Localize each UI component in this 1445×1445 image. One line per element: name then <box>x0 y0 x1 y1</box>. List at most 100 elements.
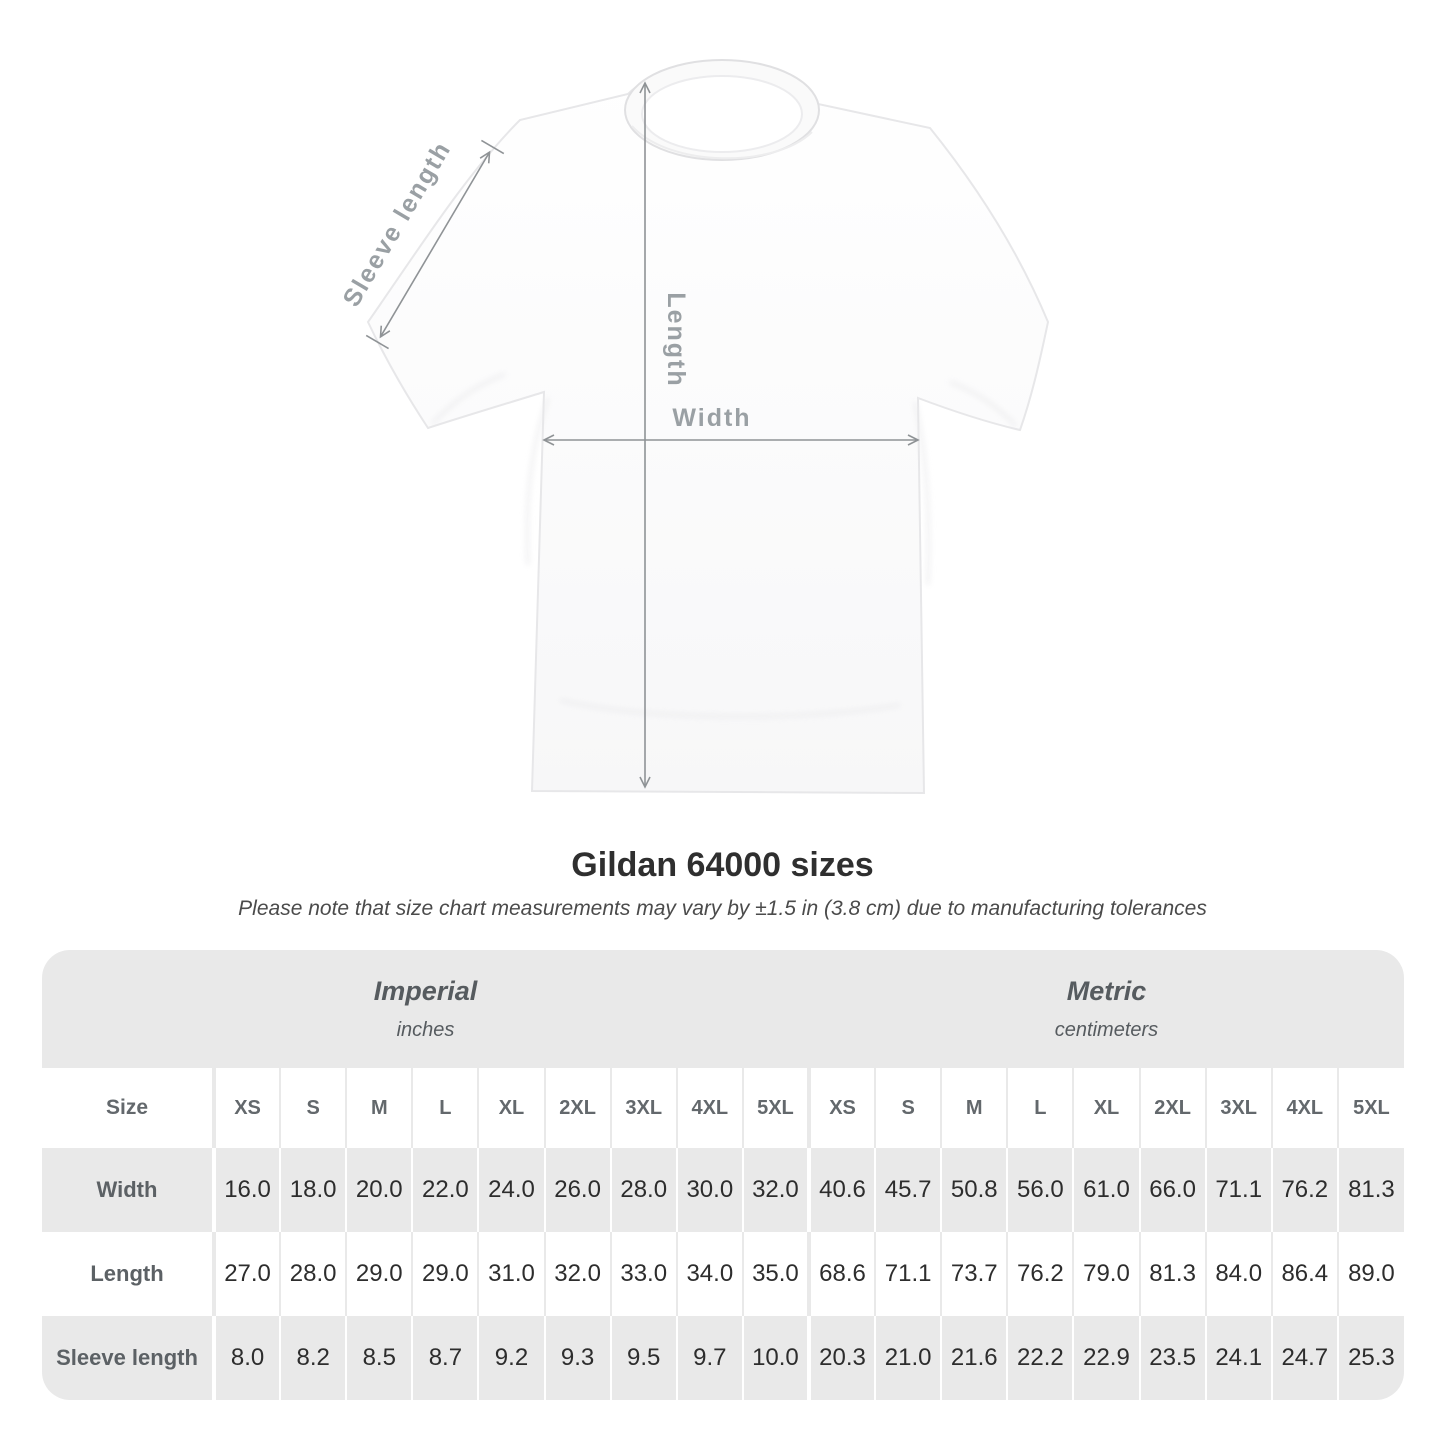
width-imperial-m: 20.0 <box>345 1148 413 1232</box>
imperial-group-header: Imperial inches <box>42 950 809 1068</box>
length-metric-4xl: 86.4 <box>1270 1232 1338 1316</box>
size-col-metric-xs: XS <box>806 1068 876 1148</box>
size-col-metric-3xl: 3XL <box>1204 1068 1272 1148</box>
length-metric-s: 71.1 <box>874 1232 942 1316</box>
length-imperial-s: 28.0 <box>279 1232 347 1316</box>
size-col-imperial-5xl: 5XL <box>741 1068 809 1148</box>
tolerance-note: Please note that size chart measurements… <box>238 897 1207 920</box>
length-metric-xl: 79.0 <box>1072 1232 1140 1316</box>
imperial-label: Imperial <box>373 976 478 1006</box>
page-title: Gildan 64000 sizes <box>571 846 874 884</box>
sleeve-arrow-end-tick-top <box>480 139 505 155</box>
row-label-width: Width <box>42 1148 214 1232</box>
sleeve-metric-s: 21.0 <box>874 1316 942 1400</box>
width-imperial-l: 22.0 <box>411 1148 479 1232</box>
size-col-metric-m: M <box>940 1068 1008 1148</box>
fabric-shading <box>430 372 1018 718</box>
width-imperial-xs: 16.0 <box>211 1148 281 1232</box>
width-metric-s: 45.7 <box>874 1148 942 1232</box>
size-header-row: Size XS S M L XL 2XL 3XL 4XL 5XL XS S M … <box>42 1068 1404 1148</box>
sleeve-metric-xs: 20.3 <box>806 1316 876 1400</box>
length-imperial-m: 29.0 <box>345 1232 413 1316</box>
length-imperial-2xl: 32.0 <box>543 1232 611 1316</box>
sleeve-metric-m: 21.6 <box>940 1316 1008 1400</box>
sleeve-imperial-4xl: 9.7 <box>675 1316 743 1400</box>
metric-unit-label: centimeters <box>1054 1019 1159 1041</box>
row-label-length: Length <box>42 1232 214 1316</box>
sleeve-imperial-m: 8.5 <box>345 1316 413 1400</box>
size-col-metric-2xl: 2XL <box>1138 1068 1206 1148</box>
sleeve-metric-l: 22.2 <box>1006 1316 1074 1400</box>
length-metric-l: 76.2 <box>1006 1232 1074 1316</box>
width-metric-xs: 40.6 <box>806 1148 876 1232</box>
tshirt-silhouette <box>366 59 1050 795</box>
size-header: Size <box>42 1068 214 1148</box>
length-imperial-5xl: 35.0 <box>741 1232 809 1316</box>
length-metric-3xl: 84.0 <box>1204 1232 1272 1316</box>
width-metric-3xl: 71.1 <box>1204 1148 1272 1232</box>
metric-group-header: Metric centimeters <box>808 950 1404 1068</box>
sleeve-length-arrow <box>379 150 491 339</box>
measurement-arrows <box>365 81 920 789</box>
length-imperial-l: 29.0 <box>411 1232 479 1316</box>
sleeve-metric-3xl: 24.1 <box>1204 1316 1272 1400</box>
imperial-unit-label: inches <box>396 1019 455 1041</box>
width-arrow-label: Width <box>672 404 751 432</box>
width-imperial-2xl: 26.0 <box>543 1148 611 1232</box>
length-metric-2xl: 81.3 <box>1138 1232 1206 1316</box>
length-row: Length 27.0 28.0 29.0 29.0 31.0 32.0 33.… <box>42 1232 1404 1316</box>
width-metric-l: 56.0 <box>1006 1148 1074 1232</box>
length-metric-m: 73.7 <box>940 1232 1008 1316</box>
length-imperial-xs: 27.0 <box>211 1232 281 1316</box>
size-col-metric-s: S <box>874 1068 942 1148</box>
size-col-imperial-xs: XS <box>211 1068 281 1148</box>
width-imperial-3xl: 28.0 <box>609 1148 677 1232</box>
sleeve-imperial-xs: 8.0 <box>211 1316 281 1400</box>
size-col-imperial-xl: XL <box>477 1068 545 1148</box>
size-col-metric-l: L <box>1006 1068 1074 1148</box>
length-imperial-4xl: 34.0 <box>675 1232 743 1316</box>
sleeve-imperial-l: 8.7 <box>411 1316 479 1400</box>
width-metric-xl: 61.0 <box>1072 1148 1140 1232</box>
sleeve-metric-4xl: 24.7 <box>1270 1316 1338 1400</box>
size-col-imperial-4xl: 4XL <box>675 1068 743 1148</box>
size-col-imperial-l: L <box>411 1068 479 1148</box>
length-metric-5xl: 89.0 <box>1336 1232 1404 1316</box>
width-imperial-xl: 24.0 <box>477 1148 545 1232</box>
length-metric-xs: 68.6 <box>806 1232 876 1316</box>
size-col-imperial-2xl: 2XL <box>543 1068 611 1148</box>
width-metric-4xl: 76.2 <box>1270 1148 1338 1232</box>
width-metric-2xl: 66.0 <box>1138 1148 1206 1232</box>
sleeve-imperial-3xl: 9.5 <box>609 1316 677 1400</box>
length-arrow-label: Length <box>662 292 690 387</box>
sleeve-imperial-xl: 9.2 <box>477 1316 545 1400</box>
unit-group-header-row: Imperial inches Metric centimeters <box>42 950 1404 1068</box>
width-metric-m: 50.8 <box>940 1148 1008 1232</box>
sleeve-metric-xl: 22.9 <box>1072 1316 1140 1400</box>
width-imperial-4xl: 30.0 <box>675 1148 743 1232</box>
sleeve-imperial-2xl: 9.3 <box>543 1316 611 1400</box>
width-imperial-5xl: 32.0 <box>741 1148 809 1232</box>
length-imperial-xl: 31.0 <box>477 1232 545 1316</box>
sleeve-imperial-5xl: 10.0 <box>741 1316 809 1400</box>
tshirt-measurement-diagram: Length Width Sleeve length <box>337 59 1050 795</box>
row-label-sleeve-length: Sleeve length <box>42 1316 214 1400</box>
sleeve-metric-2xl: 23.5 <box>1138 1316 1206 1400</box>
size-table: Imperial inches Metric centimeters Size … <box>42 950 1404 1400</box>
size-col-metric-5xl: 5XL <box>1336 1068 1404 1148</box>
size-table-container: Imperial inches Metric centimeters Size … <box>42 950 1404 1400</box>
metric-label: Metric <box>1066 976 1147 1006</box>
size-col-imperial-m: M <box>345 1068 413 1148</box>
size-col-metric-xl: XL <box>1072 1068 1140 1148</box>
width-metric-5xl: 81.3 <box>1336 1148 1404 1232</box>
sleeve-length-row: Sleeve length 8.0 8.2 8.5 8.7 9.2 9.3 9.… <box>42 1316 1404 1400</box>
size-col-imperial-3xl: 3XL <box>609 1068 677 1148</box>
sleeve-metric-5xl: 25.3 <box>1336 1316 1404 1400</box>
width-imperial-s: 18.0 <box>279 1148 347 1232</box>
size-col-imperial-s: S <box>279 1068 347 1148</box>
sleeve-arrow-end-tick-bottom <box>365 334 390 350</box>
sleeve-imperial-s: 8.2 <box>279 1316 347 1400</box>
collar-inner <box>641 75 803 153</box>
length-imperial-3xl: 33.0 <box>609 1232 677 1316</box>
